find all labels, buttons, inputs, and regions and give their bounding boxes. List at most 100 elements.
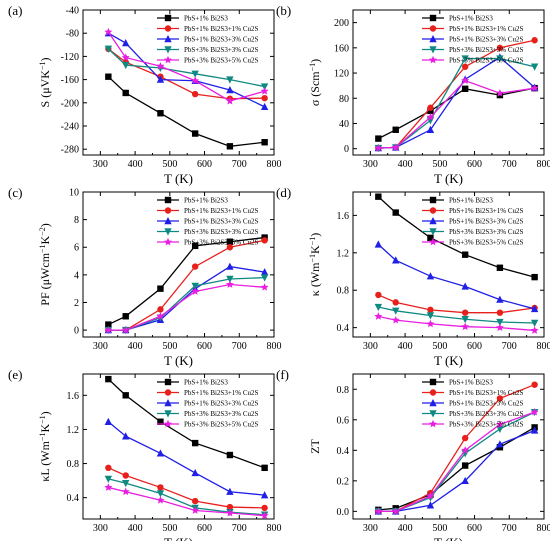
legend-entry: PbS+3% Bi2S3+5% Cu2S [184, 421, 259, 429]
data-point [157, 285, 164, 292]
legend-entry: PbS+3% Bi2S3+3% Cu2S [449, 410, 524, 418]
panel-label: (a) [8, 3, 22, 18]
legend-marker [429, 419, 437, 428]
series-line [108, 236, 265, 326]
x-axis-label: T (K) [434, 353, 463, 368]
data-point [461, 316, 469, 324]
data-point [426, 501, 435, 509]
x-tick-label: 400 [398, 523, 413, 534]
data-point [261, 94, 268, 102]
data-point [496, 425, 504, 433]
y-tick-label: 0.4 [337, 323, 350, 334]
y-tick-label: 160 [334, 43, 349, 54]
x-tick-label: 400 [398, 159, 413, 170]
data-point [374, 507, 383, 515]
x-axis-label: T (K) [164, 535, 193, 541]
x-tick-label: 600 [467, 523, 482, 534]
data-point [226, 487, 234, 495]
legend-marker [429, 14, 437, 22]
legend-marker [164, 207, 172, 214]
series-0 [105, 73, 268, 150]
legend-marker [164, 228, 172, 236]
series-0 [375, 84, 538, 142]
series-0 [375, 424, 538, 514]
data-point [392, 307, 400, 315]
data-point [105, 464, 112, 472]
y-tick-label: 0.8 [337, 385, 350, 396]
data-point [391, 143, 400, 151]
y-tick-label: -200 [61, 98, 79, 109]
x-axis-label: T (K) [434, 171, 463, 186]
y-tick-label: 2 [74, 298, 79, 309]
legend-marker [429, 399, 437, 407]
data-point [121, 487, 130, 496]
legend-marker [429, 207, 437, 214]
data-point [392, 299, 399, 306]
y-axis-label: κL (Wm−1K−1) [38, 411, 53, 481]
data-point [375, 135, 382, 142]
data-point [226, 238, 234, 245]
data-point [156, 449, 165, 457]
data-point [530, 304, 539, 313]
legend-entry: PbS+1% Bi2S3+3% Cu2S [449, 36, 524, 44]
legend-marker [164, 14, 172, 22]
data-point [104, 475, 113, 483]
legend-entry: PbS+1% Bi2S3+3% Cu2S [184, 218, 259, 226]
data-point [191, 242, 199, 250]
legend-entry: PbS+1% Bi2S3+1% Cu2S [449, 207, 524, 215]
data-point [156, 75, 165, 83]
legend-entry: PbS+1% Bi2S3 [449, 379, 493, 387]
data-point [122, 472, 129, 479]
data-point [156, 62, 165, 70]
y-tick-label: 0.2 [337, 476, 350, 487]
data-point [260, 491, 269, 499]
data-point [392, 256, 400, 264]
y-tick-label: 1.2 [67, 425, 80, 436]
x-tick-label: 500 [162, 159, 177, 170]
x-tick-label: 400 [128, 523, 143, 534]
data-point [461, 55, 469, 63]
data-point [156, 490, 165, 498]
data-point [157, 418, 164, 425]
panel-label: (d) [276, 185, 291, 200]
panel-label: (f) [276, 367, 289, 382]
x-axis-label: T (K) [434, 535, 463, 541]
y-tick-label: 80 [339, 94, 349, 105]
legend-marker [429, 389, 437, 396]
series-line [377, 243, 535, 310]
data-point [225, 96, 234, 105]
series-line [378, 79, 535, 149]
data-point [530, 407, 539, 416]
data-point [374, 240, 383, 248]
legend-marker [164, 25, 172, 32]
series-line [378, 294, 535, 314]
data-point [104, 417, 113, 425]
series-4 [104, 27, 269, 105]
data-point [261, 464, 268, 472]
legend-entry: PbS+3% Bi2S3+3% Cu2S [449, 46, 524, 54]
chart-panel-c: 300 400 500 600 700 800 0 2 4 6 8 10 T (K) PF (μWcm−1… [8, 185, 282, 368]
data-point [461, 85, 469, 93]
legend-marker [429, 25, 437, 32]
data-point [496, 318, 504, 327]
series-2 [104, 417, 269, 499]
data-point [260, 83, 269, 91]
data-point [191, 263, 199, 270]
data-point [260, 511, 269, 519]
series-4 [374, 76, 539, 152]
series-line [378, 429, 535, 513]
data-point [461, 476, 469, 485]
data-point [156, 496, 165, 504]
data-point [496, 395, 504, 402]
x-tick-label: 300 [363, 159, 378, 170]
data-point [225, 508, 234, 517]
series-4 [104, 280, 269, 334]
data-point [375, 291, 382, 299]
data-point [392, 126, 399, 133]
y-tick-label: 0 [344, 144, 349, 155]
series-0 [105, 375, 268, 472]
data-point [191, 130, 199, 137]
data-point [191, 90, 199, 98]
chart-panel-f: 300 400 500 600 700 800 0.0 0.2 0.4 0.6 0.8 T (K) ZT… [276, 367, 550, 541]
data-point [496, 44, 504, 52]
